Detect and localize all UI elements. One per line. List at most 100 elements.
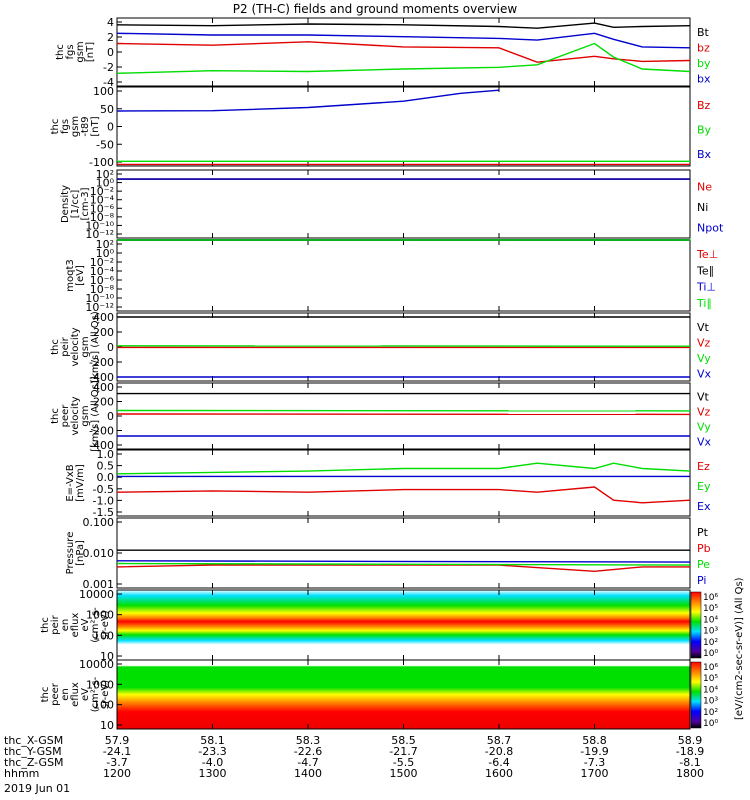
legend-entry: Vz	[697, 336, 711, 349]
ephemeris-value: 1600	[485, 767, 513, 780]
panel-frame	[116, 169, 691, 239]
y-tick-label: 10⁻⁶	[90, 274, 115, 287]
ephemeris-value: 58.1	[200, 734, 225, 747]
y-tick-label: -4	[103, 76, 114, 89]
y-tick-label: 0.100	[83, 516, 115, 529]
y-tick-label: 10⁻¹⁰	[85, 292, 114, 305]
y-axis-label-line: (cm²-s-	[90, 607, 101, 643]
ephemeris-value: -7.3	[584, 756, 605, 769]
ephemeris-value: 1300	[199, 767, 227, 780]
panel-frame	[116, 17, 691, 87]
y-axis-label-line: E=-VxB	[65, 464, 76, 501]
colorbar-tick-label: 10⁴	[703, 615, 718, 625]
colorbar-tick-label: 10⁶	[703, 663, 718, 673]
y-axis-label-line: Pressure	[65, 532, 76, 575]
legend-entry: bx	[697, 72, 711, 85]
legend-entry: Ex	[697, 500, 711, 513]
legend-entry: Ti⊥	[696, 281, 716, 294]
y-tick-label: -2	[103, 61, 114, 74]
y-tick-label: 200	[93, 396, 114, 409]
y-tick-label: 10	[100, 650, 114, 663]
legend-entry: Ni	[697, 201, 708, 214]
ephemeris-value: 57.9	[105, 734, 130, 747]
ephemeris-value: -6.4	[488, 756, 509, 769]
y-axis-label-line: [cm-3]	[80, 187, 91, 220]
y-tick-label: 0	[107, 46, 114, 59]
y-axis-label-line: eflux	[70, 613, 81, 638]
y-axis-label-line: velocity	[70, 396, 81, 435]
y-axis-label-line: thc	[55, 44, 66, 60]
y-tick-label: 1000	[86, 609, 114, 622]
legend-entry: Ti∥	[696, 297, 712, 310]
y-axis-label-line: gsm	[70, 116, 81, 137]
y-axis-label-line: [km/s] (All Qs)	[90, 380, 101, 452]
y-tick-label: 0.5	[97, 460, 115, 473]
colorbar-fill	[690, 591, 702, 659]
legend-entry: by	[697, 57, 711, 70]
y-tick-label: 100	[93, 629, 114, 642]
ephemeris-value: -4.0	[202, 756, 223, 769]
y-tick-label: 100	[93, 85, 114, 98]
legend-entry: Vx	[697, 367, 712, 380]
y-tick-label: 10⁻²	[90, 185, 114, 198]
y-tick-label: 10⁻¹⁰	[85, 219, 114, 232]
colorbar-tick-label: 10⁵	[703, 674, 718, 684]
ephemeris-value: -22.6	[294, 745, 322, 758]
y-tick-label: 0.001	[83, 578, 115, 591]
ephemeris-value: 58.7	[487, 734, 512, 747]
ephemeris-value: 1700	[581, 767, 609, 780]
ephemeris-value: 1800	[676, 767, 704, 780]
y-tick-label: 10⁻²	[90, 256, 114, 269]
y-tick-label: 10²	[96, 168, 114, 181]
y-axis-label-line: [nPa]	[75, 540, 86, 566]
y-tick-label: -100	[89, 156, 114, 169]
legend-entry: Bx	[697, 148, 712, 161]
legend-entry: Vt	[697, 321, 710, 334]
spectrogram-fill	[117, 660, 690, 729]
panel-frame	[116, 449, 691, 517]
y-tick-label: -200	[89, 356, 114, 369]
y-axis-label-line: [1/cc]	[70, 190, 81, 219]
y-tick-label: 400	[93, 311, 114, 324]
ephemeris-value: -4.7	[297, 756, 318, 769]
y-axis-label: thc fgs gsm [nT]	[55, 41, 96, 62]
chart-title: P2 (TH-C) fields and ground moments over…	[232, 2, 518, 16]
y-axis-label-line: eV	[80, 618, 91, 631]
y-axis-label: thc peir en eflux eV (cm²-s-sr-eV)	[40, 607, 111, 643]
y-tick-label: -0.5	[93, 483, 114, 496]
y-axis-label: thc peer en eflux eV (cm²-s-sr-eV)	[40, 676, 111, 712]
ephemeris-value: 1400	[294, 767, 322, 780]
legend-entry: Vz	[697, 406, 711, 419]
ephemeris-value: -5.5	[393, 756, 414, 769]
colorbar-tick-label: 10⁰	[703, 719, 718, 729]
y-tick-label: 10⁻¹²	[85, 301, 114, 314]
y-axis-label: Pressure [nPa]	[65, 532, 86, 575]
y-tick-label: 10⁻⁸	[90, 211, 115, 224]
y-tick-label: 10²	[96, 238, 114, 251]
series-line-Pi	[116, 560, 691, 563]
y-axis-label: E=-VxB [mV/m]	[65, 464, 86, 502]
series-line-Pe	[116, 562, 691, 566]
colorbar-tick-label: 10³	[703, 627, 718, 637]
y-axis-label-line: thc	[50, 119, 61, 135]
y-tick-label: 100	[93, 699, 114, 712]
colorbar-label: [eV/(cm2-sec-sr-eV)] (All Qs)	[734, 577, 745, 720]
legend-entry: Vx	[697, 436, 712, 449]
y-axis-label: moqt3 [eV]	[65, 259, 86, 292]
series-line-Bx	[116, 89, 500, 112]
y-axis-label-line: (cm²-s-	[90, 676, 101, 712]
panel-7: 0.100 0.010 0.001 Pressure [nPa] Pt Pb Pe Pi	[65, 516, 711, 591]
y-axis-label: thc peir velocity gsm [km/s] (All Qs)	[50, 311, 101, 383]
panel-2: 10²10⁰10⁻²10⁻⁴10⁻⁶10⁻⁸10⁻¹⁰10⁻¹²Density[…	[60, 168, 724, 241]
y-axis-label-line: peer	[60, 404, 71, 428]
y-axis-label: Density [1/cc] [cm-3]	[60, 185, 91, 223]
legend-entry: Bt	[697, 26, 710, 39]
legend-entry: Pt	[697, 526, 709, 539]
y-tick-label: 0	[107, 341, 114, 354]
legend-entry: Ez	[697, 460, 710, 473]
